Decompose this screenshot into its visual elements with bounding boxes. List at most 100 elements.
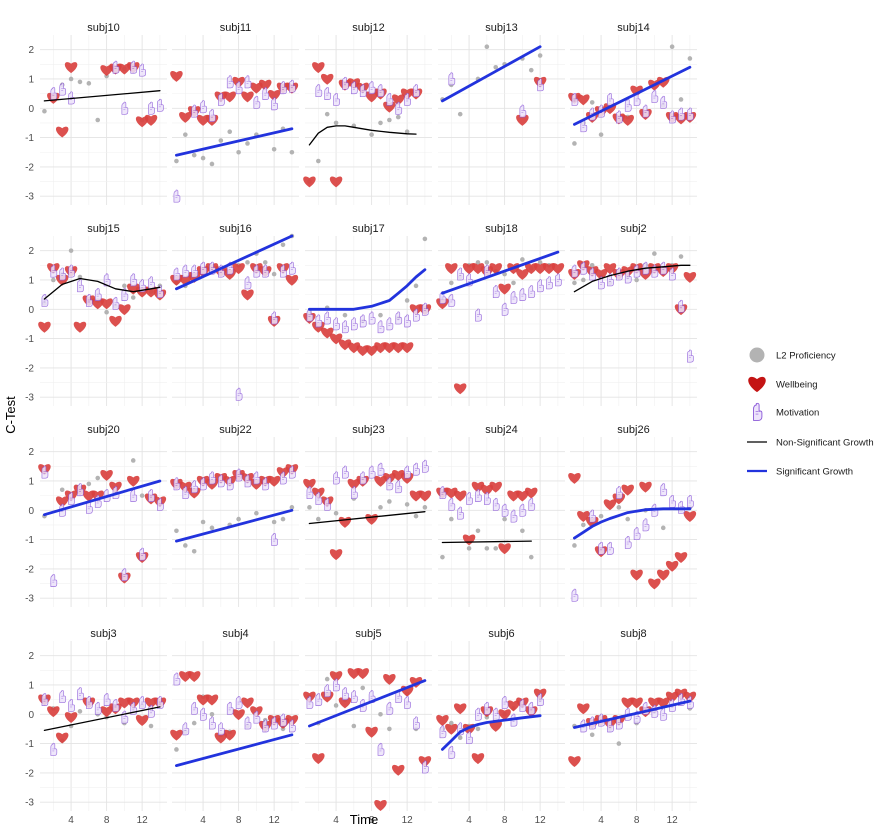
facet-subj23: subj23 — [303, 424, 432, 607]
l2-point — [86, 81, 92, 86]
l2-point — [440, 554, 445, 560]
l2-point — [209, 525, 215, 531]
l2-point — [616, 741, 622, 746]
facet-subj11: subj11 — [170, 22, 299, 205]
non-significant-growth-line — [308, 511, 426, 525]
l2-point — [324, 111, 330, 117]
significant-growth-line — [175, 127, 294, 157]
l2-point — [520, 528, 525, 534]
significant-growth-line — [573, 65, 692, 126]
l2-point — [537, 53, 543, 58]
panel-background — [305, 35, 432, 205]
l2-point — [333, 510, 339, 516]
x-tick-label: 8 — [634, 815, 640, 826]
l2-point — [191, 720, 197, 726]
l2-point — [316, 516, 321, 522]
x-tick-label: 12 — [535, 815, 547, 826]
l2-point — [404, 129, 410, 135]
l2-point — [139, 493, 145, 498]
panel-background — [438, 35, 565, 205]
x-tick-label: 4 — [466, 815, 472, 826]
panel-background — [305, 236, 432, 406]
l2-point — [520, 257, 525, 262]
panel-background — [40, 236, 167, 406]
l2-point — [122, 283, 127, 289]
panel-title: subj22 — [219, 424, 251, 436]
facet-panels: subj10 2 1 0 -1 -2 -3 subj11 subj12 subj13 subj14 s… — [25, 22, 697, 826]
l2-point — [687, 56, 693, 61]
l2-point — [387, 117, 392, 123]
l2-point — [660, 525, 666, 531]
non-significant-growth-line — [43, 277, 161, 300]
panel-title: subj16 — [219, 223, 251, 235]
y-tick-label: 1 — [28, 74, 34, 85]
y-tick-label: -1 — [25, 535, 34, 546]
significant-growth-line — [441, 714, 542, 751]
l2-point — [271, 271, 277, 277]
facet-subj2: subj2 — [568, 223, 697, 406]
y-tick-label: -1 — [25, 133, 34, 144]
l2-point — [484, 44, 490, 50]
l2-point — [245, 260, 250, 265]
l2-point — [598, 513, 604, 519]
l2-point — [678, 254, 684, 259]
facet-subj18: subj18 — [436, 223, 565, 406]
l2-point — [387, 499, 392, 504]
l2-point — [130, 458, 136, 463]
panel-title: subj5 — [355, 628, 381, 640]
y-axis-label: C-Test — [3, 396, 18, 434]
l2-point — [484, 260, 490, 265]
l2-point — [174, 747, 179, 752]
l2-point — [502, 516, 507, 522]
l2-point — [77, 709, 83, 714]
panel-background — [172, 35, 299, 205]
facet-subj17: subj17 — [303, 223, 432, 406]
x-tick-label: 12 — [667, 815, 679, 826]
l2-point — [280, 516, 286, 522]
l2-point — [581, 522, 586, 528]
l2-point — [280, 242, 286, 248]
l2-point — [316, 158, 321, 164]
x-tick-label: 8 — [369, 815, 375, 826]
l2-point — [449, 720, 454, 726]
y-tick-label: -2 — [25, 363, 34, 374]
non-significant-growth-line — [441, 540, 532, 544]
l2-point — [68, 248, 74, 253]
l2-point — [493, 64, 499, 70]
non-significant-growth-line — [43, 90, 161, 102]
l2-point — [289, 149, 295, 155]
panel-title: subj20 — [87, 424, 119, 436]
panel-title: subj10 — [87, 22, 119, 34]
l2-point — [369, 132, 374, 137]
l2-point — [387, 726, 392, 732]
y-tick-label: 0 — [28, 104, 34, 115]
facet-subj6: subj6 4 8 12 — [436, 628, 565, 826]
l2-point — [218, 138, 224, 143]
y-tick-label: -2 — [25, 162, 34, 173]
l2-point — [511, 280, 516, 286]
l2-point — [86, 481, 92, 487]
panel-background — [438, 236, 565, 406]
facet-subj5: subj5 4 8 12 — [303, 628, 432, 826]
l2-point — [449, 516, 454, 522]
l2-point — [42, 108, 47, 114]
significant-growth-line — [175, 508, 294, 543]
l2-point — [262, 260, 268, 265]
legend-item-ns: Non-Significant Growth — [747, 438, 874, 449]
l2-point — [422, 236, 428, 242]
panel-title: subj13 — [485, 22, 517, 34]
l2-point — [466, 546, 472, 551]
panel-title: subj3 — [90, 628, 116, 640]
l2-point — [457, 735, 463, 741]
y-tick-label: 1 — [28, 275, 34, 286]
panel-title: subj23 — [352, 424, 384, 436]
y-tick-label: -3 — [25, 594, 34, 605]
significant-growth-line — [175, 234, 294, 291]
legend-biceps-icon — [752, 402, 763, 421]
l2-point — [254, 510, 259, 516]
non-significant-growth-line — [573, 264, 691, 293]
l2-point — [528, 554, 534, 560]
l2-point — [183, 132, 188, 137]
facet-subj12: subj12 — [303, 22, 432, 205]
x-axis-label: Time — [350, 812, 378, 827]
